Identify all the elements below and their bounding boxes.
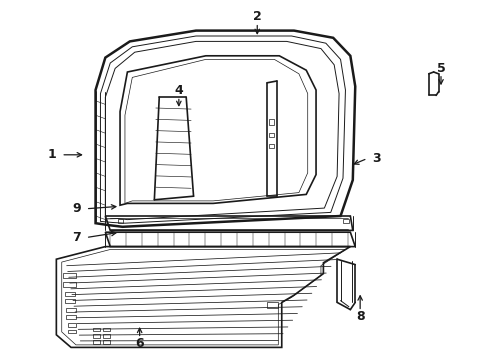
Bar [343,219,349,223]
Bar [93,340,100,344]
Text: 8: 8 [356,310,365,323]
Bar [103,340,110,344]
Bar [65,292,75,296]
Text: 9: 9 [72,202,81,215]
Text: 6: 6 [135,337,144,350]
Bar [93,328,100,331]
Bar [66,308,76,312]
Bar [63,282,76,287]
Text: 7: 7 [72,231,81,244]
Bar [63,273,76,278]
Text: 3: 3 [372,152,381,165]
Bar [93,334,100,338]
Text: 2: 2 [253,10,262,23]
Bar [269,133,274,137]
Bar [267,302,278,308]
Text: 4: 4 [174,84,183,96]
Bar [68,330,76,333]
Bar [66,315,76,319]
Bar [269,144,274,148]
Bar [68,323,76,327]
Text: 5: 5 [437,62,445,75]
Bar [65,299,75,303]
Bar [269,119,274,125]
Bar [103,328,110,331]
Text: 1: 1 [48,148,56,161]
Bar [118,219,123,223]
Bar [103,334,110,338]
